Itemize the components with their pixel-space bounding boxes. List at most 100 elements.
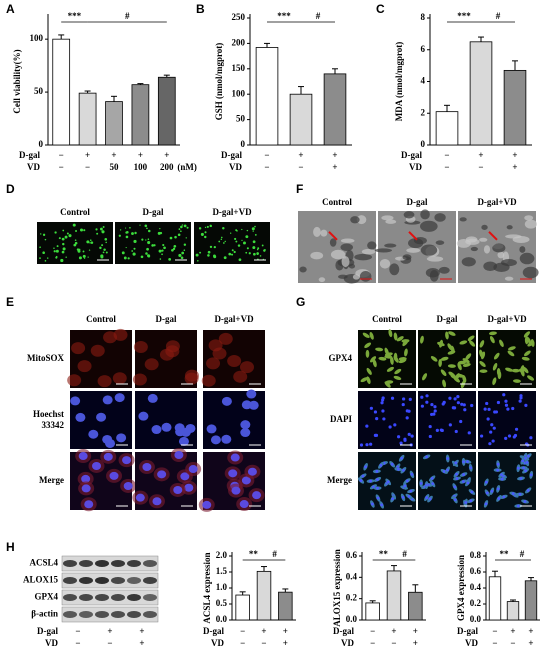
signal xyxy=(257,247,260,250)
error-bar xyxy=(282,588,289,593)
micrograph xyxy=(37,222,113,264)
column-label: D-gal xyxy=(143,207,164,217)
signal xyxy=(233,370,248,383)
band xyxy=(127,577,141,584)
band xyxy=(111,577,125,584)
row-value: + xyxy=(107,626,112,636)
row-value: 200 xyxy=(160,162,174,172)
significance-label: ** xyxy=(500,549,510,559)
row-label: D-gal xyxy=(333,626,354,636)
signal xyxy=(197,259,199,262)
nucleus xyxy=(525,461,529,464)
micrograph xyxy=(478,391,536,449)
organelle xyxy=(406,247,421,253)
nucleus xyxy=(519,396,523,400)
nucleus xyxy=(152,497,162,506)
signal xyxy=(230,232,232,234)
nucleus xyxy=(173,485,183,494)
row-value: − xyxy=(478,162,483,172)
arrow xyxy=(408,231,418,241)
signal xyxy=(169,236,173,240)
column-label: Control xyxy=(322,197,352,207)
nucleus xyxy=(369,479,373,483)
signal xyxy=(123,256,127,260)
nucleus xyxy=(504,399,508,403)
row-label: β-actin xyxy=(31,609,58,619)
signal xyxy=(252,230,254,232)
organelle xyxy=(320,229,328,237)
nucleus xyxy=(161,422,172,432)
signal xyxy=(208,339,223,352)
cell xyxy=(390,356,394,365)
y-axis-label: ACSL4 expression xyxy=(202,552,212,623)
signal xyxy=(204,231,207,234)
band xyxy=(95,560,109,567)
nucleus xyxy=(102,395,113,405)
nucleus xyxy=(496,468,500,472)
blot-strip xyxy=(61,572,159,589)
signal xyxy=(201,374,216,387)
nucleus xyxy=(425,483,428,487)
signal xyxy=(86,240,90,244)
nucleus xyxy=(420,395,424,399)
nucleus xyxy=(467,431,471,435)
signal xyxy=(159,231,163,235)
nucleus xyxy=(231,486,241,495)
y-tick-label: 0.8 xyxy=(470,550,482,560)
micrograph xyxy=(418,391,476,449)
signal xyxy=(100,254,104,258)
nucleus xyxy=(114,393,125,403)
signal xyxy=(261,244,264,247)
nucleus xyxy=(492,426,496,430)
micrograph xyxy=(298,211,377,284)
signal xyxy=(44,260,47,262)
nucleus xyxy=(448,423,452,427)
band xyxy=(95,611,109,618)
cell xyxy=(366,376,371,385)
signal xyxy=(233,250,236,254)
signal xyxy=(103,331,118,344)
nucleus xyxy=(453,485,457,489)
signal xyxy=(259,255,262,257)
image-bg xyxy=(115,222,191,264)
nucleus xyxy=(504,436,508,440)
row-label: GPX4 xyxy=(329,353,353,363)
significance-label: # xyxy=(520,549,525,559)
nucleus xyxy=(459,419,463,424)
signal xyxy=(264,249,266,251)
cell xyxy=(384,381,391,388)
organelle xyxy=(459,217,467,222)
nucleus xyxy=(516,466,520,470)
cell xyxy=(360,377,368,383)
signal xyxy=(185,237,187,239)
signal xyxy=(253,252,256,256)
nucleus xyxy=(157,470,167,479)
nucleus xyxy=(138,411,149,421)
signal xyxy=(159,258,162,260)
organelle xyxy=(434,213,446,222)
cell xyxy=(459,340,468,345)
micrograph xyxy=(70,391,132,449)
signal xyxy=(44,238,47,241)
nucleus xyxy=(147,393,158,403)
organelle xyxy=(426,256,444,262)
panel-label: D xyxy=(6,182,15,196)
signal xyxy=(67,374,82,387)
nucleus xyxy=(470,490,474,494)
cell xyxy=(469,340,476,347)
nucleus xyxy=(435,428,439,432)
signal xyxy=(162,243,165,247)
signal xyxy=(161,253,163,256)
row-value: + xyxy=(332,150,337,160)
signal xyxy=(158,249,162,253)
signal xyxy=(46,257,49,259)
nucleus xyxy=(526,454,530,458)
organelle xyxy=(492,243,506,253)
nucleus xyxy=(446,468,449,472)
nucleus xyxy=(461,480,465,483)
row-value: + xyxy=(261,626,266,636)
image-bg xyxy=(194,222,270,264)
nucleus xyxy=(180,472,190,481)
nucleus xyxy=(407,432,411,436)
y-tick-label: 6 xyxy=(421,44,426,54)
